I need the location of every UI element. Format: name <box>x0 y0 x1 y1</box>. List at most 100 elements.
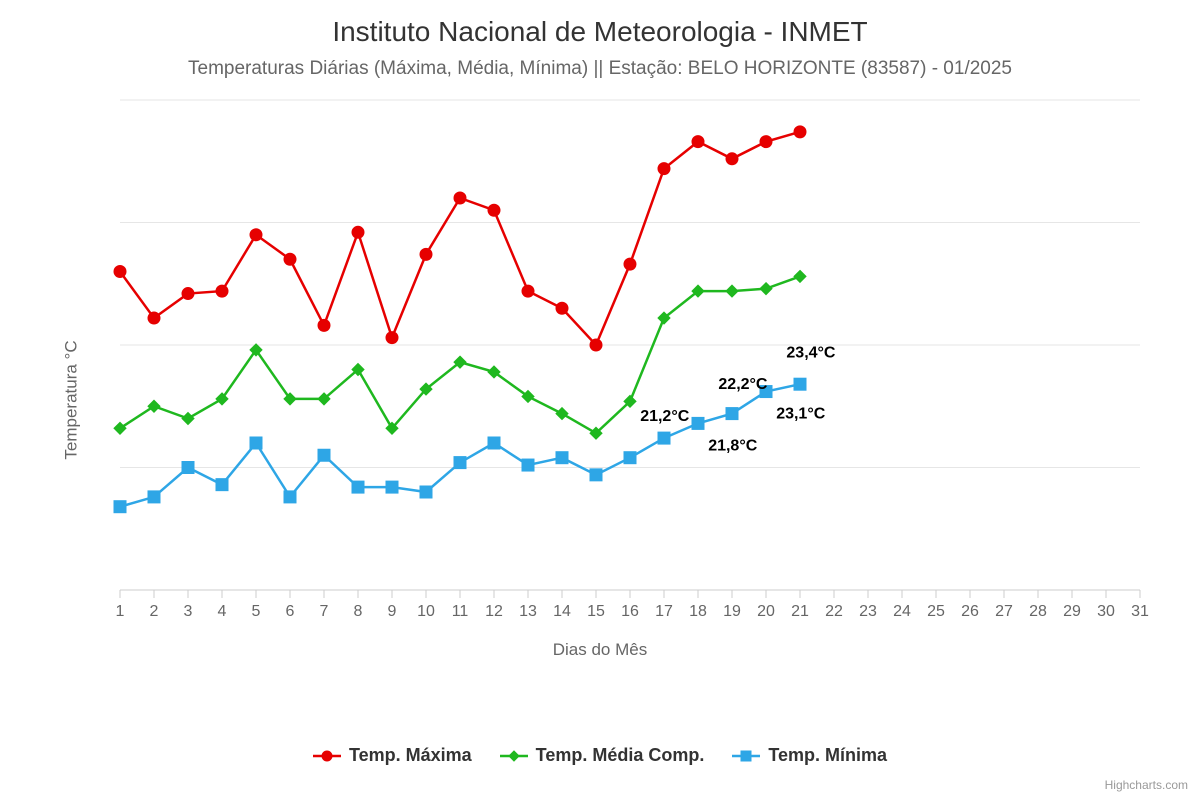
chart-container: Instituto Nacional de Meteorologia - INM… <box>0 0 1200 800</box>
x-tick-label: 11 <box>452 603 469 620</box>
series-marker[interactable] <box>488 437 500 449</box>
series-marker[interactable] <box>590 339 602 351</box>
series-marker[interactable] <box>454 192 466 204</box>
x-tick-label: 23 <box>859 603 877 620</box>
chart-subtitle: Temperaturas Diárias (Máxima, Média, Mín… <box>0 58 1200 80</box>
series-marker[interactable] <box>556 452 568 464</box>
series-marker[interactable] <box>284 253 296 265</box>
series-marker[interactable] <box>386 481 398 493</box>
x-tick-label: 17 <box>655 603 673 620</box>
data-annotation: 22,2°C <box>718 376 768 393</box>
series-line <box>120 276 800 433</box>
x-tick-label: 10 <box>417 603 435 620</box>
x-tick-label: 30 <box>1097 603 1115 620</box>
series-marker[interactable] <box>352 481 364 493</box>
data-annotation: 23,1°C <box>776 406 826 423</box>
series-marker[interactable] <box>692 417 704 429</box>
series-marker[interactable] <box>148 491 160 503</box>
legend-swatch <box>313 749 341 763</box>
series-marker[interactable] <box>114 266 126 278</box>
x-tick-label: 25 <box>927 603 945 620</box>
series-marker[interactable] <box>182 462 194 474</box>
series-marker[interactable] <box>794 378 806 390</box>
series-marker[interactable] <box>386 332 398 344</box>
x-tick-label: 27 <box>995 603 1013 620</box>
plot-svg: 1520253035123456789101112131415161718192… <box>100 90 1160 630</box>
series-marker[interactable] <box>624 258 636 270</box>
series-marker[interactable] <box>692 136 704 148</box>
y-axis-label: Temperatura °C <box>62 340 82 459</box>
x-tick-label: 26 <box>961 603 979 620</box>
legend-item[interactable]: Temp. Máxima <box>313 745 472 766</box>
x-tick-label: 7 <box>320 603 329 620</box>
series-marker[interactable] <box>658 432 670 444</box>
series-marker[interactable] <box>488 204 500 216</box>
series-marker[interactable] <box>760 283 772 295</box>
legend-label: Temp. Média Comp. <box>536 745 705 766</box>
legend: Temp. Máxima Temp. Média Comp. Temp. Mínim… <box>0 745 1200 766</box>
x-axis-label: Dias do Mês <box>0 640 1200 660</box>
series-marker[interactable] <box>420 248 432 260</box>
series-marker[interactable] <box>284 491 296 503</box>
x-tick-label: 6 <box>286 603 295 620</box>
series-marker[interactable] <box>726 285 738 297</box>
x-tick-label: 14 <box>553 603 571 620</box>
legend-item[interactable]: Temp. Média Comp. <box>500 745 705 766</box>
series-marker[interactable] <box>794 126 806 138</box>
legend-item[interactable]: Temp. Mínima <box>732 745 887 766</box>
x-tick-label: 16 <box>621 603 639 620</box>
x-tick-label: 13 <box>519 603 537 620</box>
x-tick-label: 15 <box>587 603 605 620</box>
x-tick-label: 8 <box>354 603 363 620</box>
series-marker[interactable] <box>624 452 636 464</box>
data-annotation: 21,8°C <box>708 437 758 454</box>
series-marker[interactable] <box>114 501 126 513</box>
legend-label: Temp. Máxima <box>349 745 472 766</box>
x-tick-label: 12 <box>485 603 503 620</box>
series-marker[interactable] <box>318 449 330 461</box>
series-marker[interactable] <box>590 469 602 481</box>
series-marker[interactable] <box>216 285 228 297</box>
series-marker[interactable] <box>556 302 568 314</box>
data-annotation: 21,2°C <box>640 408 690 425</box>
x-tick-label: 3 <box>184 603 193 620</box>
series-marker[interactable] <box>522 459 534 471</box>
chart-title: Instituto Nacional de Meteorologia - INM… <box>0 16 1200 48</box>
series-marker[interactable] <box>760 136 772 148</box>
x-tick-label: 20 <box>757 603 775 620</box>
x-tick-label: 24 <box>893 603 911 620</box>
series-marker[interactable] <box>420 486 432 498</box>
x-tick-label: 28 <box>1029 603 1047 620</box>
x-tick-label: 2 <box>150 603 159 620</box>
credit-label[interactable]: Highcharts.com <box>1105 778 1188 792</box>
series-marker[interactable] <box>726 408 738 420</box>
x-tick-label: 9 <box>388 603 397 620</box>
series-marker[interactable] <box>250 229 262 241</box>
series-marker[interactable] <box>352 226 364 238</box>
plot-area: 1520253035123456789101112131415161718192… <box>100 90 1160 630</box>
series-marker[interactable] <box>454 457 466 469</box>
series-marker[interactable] <box>182 288 194 300</box>
series-marker[interactable] <box>182 413 194 425</box>
series-marker[interactable] <box>726 153 738 165</box>
series-marker[interactable] <box>556 408 568 420</box>
legend-swatch <box>732 749 760 763</box>
x-tick-label: 22 <box>825 603 843 620</box>
x-tick-label: 29 <box>1063 603 1081 620</box>
series-marker[interactable] <box>216 479 228 491</box>
series-marker[interactable] <box>148 312 160 324</box>
data-annotation: 23,4°C <box>786 344 836 361</box>
x-tick-label: 18 <box>689 603 707 620</box>
series-line <box>120 132 800 345</box>
legend-swatch <box>500 749 528 763</box>
x-tick-label: 19 <box>723 603 741 620</box>
series-marker[interactable] <box>250 437 262 449</box>
series-marker[interactable] <box>794 270 806 282</box>
series-marker[interactable] <box>658 163 670 175</box>
x-tick-label: 5 <box>252 603 261 620</box>
series-marker[interactable] <box>522 285 534 297</box>
x-tick-label: 21 <box>791 603 809 620</box>
x-tick-label: 31 <box>1131 603 1149 620</box>
series-marker[interactable] <box>318 319 330 331</box>
legend-label: Temp. Mínima <box>768 745 887 766</box>
